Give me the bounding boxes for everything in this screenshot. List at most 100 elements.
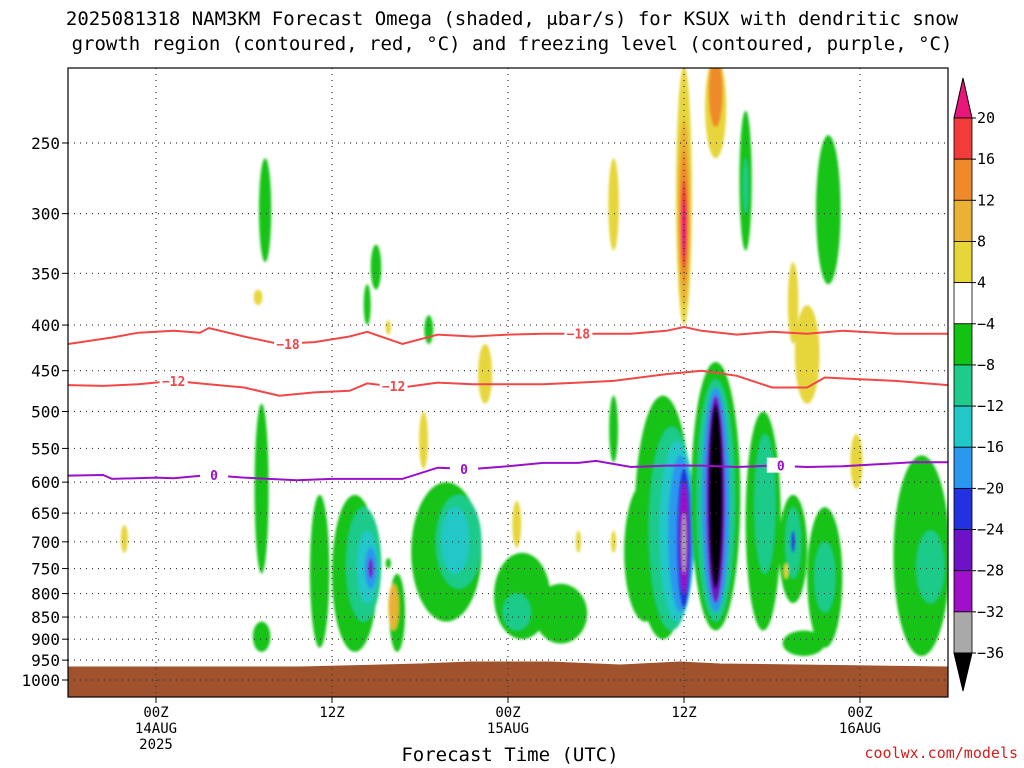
- ylabel-450: 450: [31, 362, 60, 381]
- omega-cell-24: [534, 583, 588, 644]
- omega-cell-3: [363, 284, 371, 326]
- omega-cell-0: [258, 158, 272, 263]
- omega-cell-1: [253, 289, 263, 306]
- ylabel-750: 750: [31, 560, 60, 579]
- ylabel-550: 550: [31, 439, 60, 458]
- omega-cell-28: [610, 530, 617, 553]
- omega-cell-2: [370, 244, 382, 290]
- contour-label-0-0: −18: [276, 338, 300, 353]
- surface-ground-band: [68, 661, 948, 697]
- omega-shading: [120, 68, 948, 657]
- omega-cell-14: [368, 558, 374, 579]
- xlabel-2-0: 00Z: [495, 705, 520, 721]
- omega-cell-59: [814, 541, 836, 613]
- contour-label-bg-1-0: [159, 372, 188, 388]
- x-axis-label: Forecast Time (UTC): [401, 744, 619, 766]
- surface-ground: [68, 661, 948, 697]
- omega-cell-47: [742, 158, 749, 214]
- omega-cell-6: [254, 403, 269, 574]
- xlabel-0-2: 2025: [139, 737, 173, 753]
- omega-cell-9: [310, 494, 330, 648]
- ylabel-850: 850: [31, 608, 60, 627]
- ylabel-950: 950: [31, 651, 60, 670]
- omega-cell-63: [816, 135, 841, 285]
- omega-cell-25: [478, 343, 493, 404]
- contour--18: [68, 325, 948, 346]
- omega-cell-4: [424, 315, 434, 344]
- colorbar-label-9: −20: [977, 479, 1004, 497]
- colorbar-label-2: 12: [977, 191, 995, 209]
- colorbar-bin-9: [953, 446, 973, 489]
- ylabel-600: 600: [31, 473, 60, 492]
- omega-cell-20: [441, 507, 470, 574]
- colorbar-label-12: −32: [977, 603, 1004, 621]
- ylabel-500: 500: [31, 403, 60, 422]
- ylabel-1000: 1000: [21, 671, 60, 690]
- ylabel-900: 900: [31, 630, 60, 649]
- omega-cell-64: [850, 434, 863, 489]
- ylabel-350: 350: [31, 264, 60, 283]
- colorbar-bin-10: [953, 487, 973, 530]
- colorbar-label-8: −16: [977, 438, 1004, 456]
- xlabel-4-1: 16AUG: [839, 721, 881, 737]
- credit-text: coolwx.com/models: [864, 744, 1018, 762]
- omega-cell-43: [682, 200, 686, 257]
- omega-cell-23: [502, 593, 531, 631]
- colorbar-label-7: −12: [977, 397, 1004, 415]
- colorbar-label-10: −24: [977, 521, 1004, 539]
- xlabel-3-0: 12Z: [671, 705, 696, 721]
- omega-cell-65: [783, 563, 789, 579]
- colorbar-bin-6: [953, 323, 973, 366]
- omega-cell-38: [682, 513, 686, 574]
- xlabel-0-0: 00Z: [143, 705, 168, 721]
- xlabel-1-0: 12Z: [319, 705, 344, 721]
- colorbar-bin-4: [953, 241, 973, 284]
- colorbar-bin-7: [953, 364, 973, 407]
- colorbar-bin-5: [953, 282, 973, 325]
- temperature-contours: −18 −18 −12 −12 0 0 0: [68, 325, 948, 484]
- contour-label-2-0: 0: [210, 469, 218, 484]
- contour-0: [68, 459, 948, 482]
- contour-label-1-1: −12: [382, 380, 405, 395]
- omega-cell-61: [794, 305, 820, 404]
- contour-label-bg-2-1: [450, 460, 478, 476]
- colorbar-label-0: 20: [977, 109, 995, 127]
- contour-label-1-0: −12: [162, 375, 185, 390]
- ylabel-300: 300: [31, 205, 60, 224]
- omega-cell-54: [754, 434, 776, 574]
- colorbar-label-1: 16: [977, 150, 995, 168]
- chart-title-line1: 2025081318 NAM3KM Forecast Omega (shaded…: [65, 8, 959, 30]
- colorbar-label-4: 4: [977, 274, 986, 292]
- ylabel-700: 700: [31, 533, 60, 552]
- contour-label-2-2: 0: [777, 460, 785, 475]
- contour-label-0-1: −18: [567, 328, 591, 343]
- colorbar-label-6: −8: [977, 356, 995, 374]
- omega-cell-29: [609, 395, 618, 463]
- omega-cell-57: [791, 530, 796, 553]
- colorbar-bin-2: [953, 158, 973, 201]
- omega-cell-21: [419, 411, 428, 469]
- omega-cell-7: [252, 621, 271, 652]
- colorbar-bin-1: [953, 117, 973, 160]
- colorbar-label-5: −4: [977, 315, 995, 333]
- omega-cell-67: [916, 530, 945, 604]
- ylabel-250: 250: [31, 134, 60, 153]
- colorbar-label-13: −36: [977, 644, 1004, 662]
- colorbar-bin-3: [953, 199, 973, 242]
- ylabel-650: 650: [31, 504, 60, 523]
- omega-cell-60: [782, 630, 825, 657]
- omega-cell-26: [512, 501, 522, 548]
- colorbar-top-arrow: [953, 77, 973, 119]
- omega-cell-5: [385, 320, 391, 335]
- omega-cell-45: [708, 68, 723, 128]
- colorbar-bin-13: [953, 611, 973, 654]
- xlabel-2-1: 15AUG: [487, 721, 529, 737]
- chart-title-line2: growth region (contoured, red, °C) and f…: [71, 33, 953, 55]
- colorbar-bin-12: [953, 570, 973, 613]
- colorbar-bin-11: [953, 529, 973, 572]
- xlabel-4-0: 00Z: [847, 705, 872, 721]
- contour-label-bg-2-0: [200, 466, 229, 482]
- colorbar-bin-8: [953, 405, 973, 448]
